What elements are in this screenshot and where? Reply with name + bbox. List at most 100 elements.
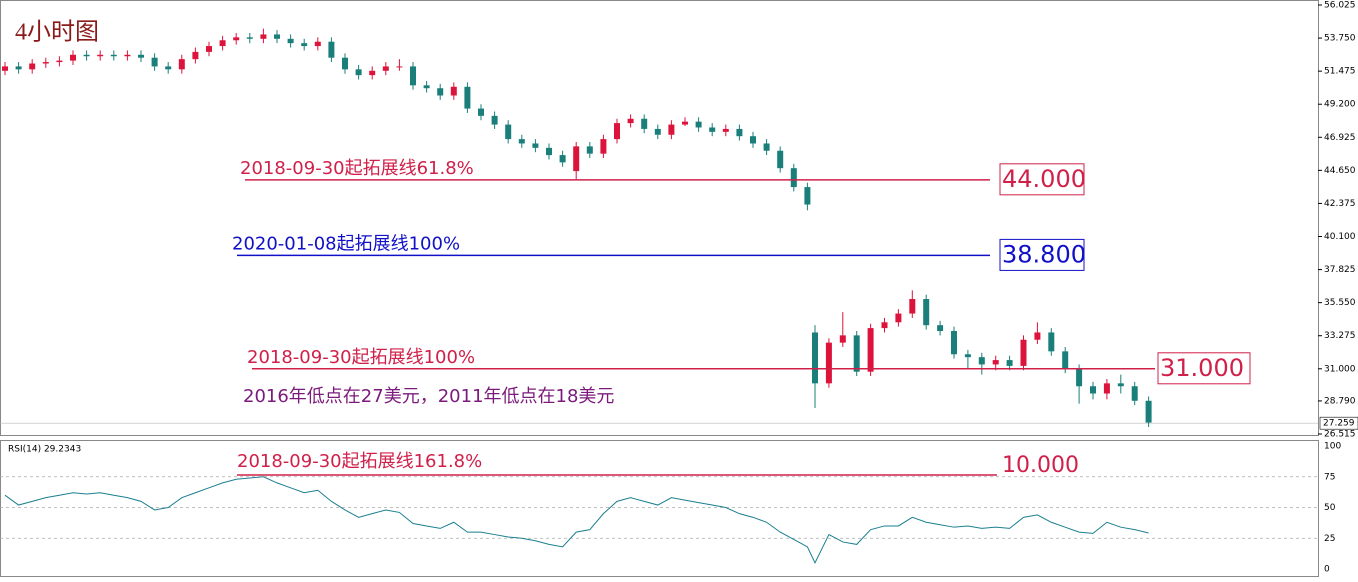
candle-body xyxy=(682,121,688,125)
candle-body xyxy=(736,128,743,137)
candle-body xyxy=(15,66,22,70)
rsi-tick-label: 100 xyxy=(1324,442,1341,452)
candle-body xyxy=(246,37,253,39)
candle-body xyxy=(614,123,620,140)
candle-body xyxy=(1145,400,1152,423)
candle-body xyxy=(518,139,525,144)
candle-body xyxy=(369,70,376,76)
candle-body xyxy=(70,54,76,61)
y-tick-label: 44.650 xyxy=(1324,166,1356,176)
candle-body xyxy=(641,118,648,129)
candle-body xyxy=(923,299,930,326)
candle-body xyxy=(1090,386,1096,394)
level-label: 38.800 xyxy=(1002,240,1086,268)
candle-body xyxy=(654,128,661,135)
candle-body xyxy=(423,85,430,89)
candle-body xyxy=(600,139,607,154)
candle-body xyxy=(274,34,280,39)
candle-body xyxy=(233,37,240,41)
level-label: 31.000 xyxy=(1160,354,1244,382)
candle-body xyxy=(763,143,770,151)
candle-body xyxy=(410,66,416,86)
candle-body xyxy=(2,66,8,71)
candle-body xyxy=(532,143,539,148)
candle-body xyxy=(839,335,846,343)
candle-body xyxy=(559,155,566,163)
y-tick-label: 46.925 xyxy=(1324,133,1356,143)
candle-body xyxy=(56,60,63,63)
rsi-tick-label: 25 xyxy=(1324,534,1335,544)
candle-body xyxy=(722,128,729,132)
candle-body xyxy=(464,86,471,109)
rsi-level-text: 2018-09-30起拓展线161.8% xyxy=(237,451,482,472)
y-tick-label: 51.475 xyxy=(1324,67,1356,77)
candle-body xyxy=(895,313,902,323)
y-tick-label: 56.025 xyxy=(1324,1,1356,11)
candle-body xyxy=(867,328,874,372)
candle-body xyxy=(260,34,267,39)
candle-body xyxy=(709,127,716,132)
candle-body xyxy=(1048,332,1055,352)
level-text: 2018-09-30起拓展线100% xyxy=(247,347,475,368)
level-text: 2020-01-08起拓展线100% xyxy=(232,233,460,254)
candle-body xyxy=(355,69,362,76)
level-box xyxy=(1157,352,1251,385)
candle-body xyxy=(165,66,172,70)
candle-body xyxy=(437,88,444,96)
candle-body xyxy=(124,54,131,57)
rsi-line xyxy=(4,476,1149,564)
candle-body xyxy=(314,41,321,47)
candle-body xyxy=(978,357,985,365)
candle-body xyxy=(790,168,797,188)
candle-body xyxy=(42,62,49,64)
y-tick-label: 42.375 xyxy=(1324,199,1356,209)
y-tick-label: 26.515 xyxy=(1324,430,1356,440)
candle-body xyxy=(1020,339,1027,366)
candle-body xyxy=(1117,383,1124,387)
candle-body xyxy=(804,187,811,205)
level-text: 2018-09-30起拓展线61.8% xyxy=(240,158,474,179)
candle-body xyxy=(695,121,702,128)
rsi-tick-label: 75 xyxy=(1324,472,1335,482)
level-box xyxy=(999,238,1085,271)
note: 2016年低点在27美元，2011年低点在18美元 xyxy=(243,386,614,407)
candle-body xyxy=(491,115,498,125)
candle-body xyxy=(192,51,199,60)
candle-body xyxy=(138,54,144,58)
candle-body xyxy=(29,63,36,70)
candle-body xyxy=(812,332,818,384)
candle-body xyxy=(1103,383,1110,394)
candle-body xyxy=(1006,360,1013,366)
rsi-tick-label: 50 xyxy=(1324,503,1336,513)
y-tick-label: 28.790 xyxy=(1324,396,1356,406)
chart-title: 4小时图 xyxy=(15,19,99,46)
rsi-label: RSI(14) 29.2343 xyxy=(8,445,81,455)
level-box xyxy=(999,163,1085,196)
candle-body xyxy=(382,66,389,71)
candle-body xyxy=(505,124,512,140)
candle-body xyxy=(1076,368,1083,387)
candle-body xyxy=(573,146,580,172)
candle-body xyxy=(287,38,294,44)
candle-body xyxy=(110,54,117,57)
candle-body xyxy=(853,335,860,372)
candle-body xyxy=(627,118,634,124)
candle-body xyxy=(951,331,957,355)
candle-body xyxy=(450,86,457,96)
rsi-panel xyxy=(0,440,1319,577)
candle-body xyxy=(151,57,158,67)
candle-body xyxy=(178,59,185,70)
candle-body xyxy=(909,299,916,314)
candle-body xyxy=(668,124,675,135)
candle-body xyxy=(97,54,104,57)
candle-body xyxy=(206,46,212,52)
main-panel xyxy=(0,0,1319,436)
candle-body xyxy=(992,360,999,365)
candle-body xyxy=(342,57,348,70)
level-label: 44.000 xyxy=(1002,165,1086,193)
candle-body xyxy=(83,54,90,57)
candle-body xyxy=(396,66,403,68)
last-price-label: 27.259 xyxy=(1323,419,1355,429)
candle-body xyxy=(546,147,552,156)
candle-body xyxy=(219,40,226,47)
